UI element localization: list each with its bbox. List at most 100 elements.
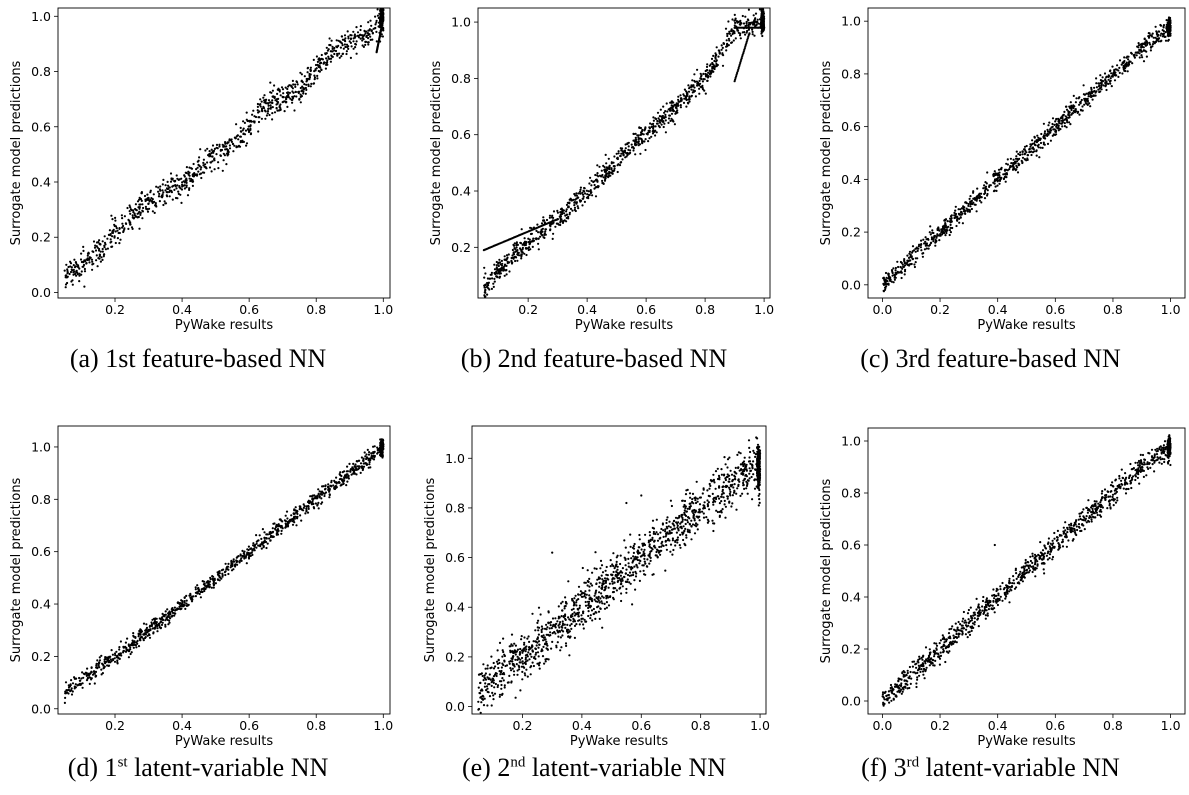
scatter-point [693, 90, 696, 93]
scatter-point [260, 100, 263, 103]
scatter-point [326, 59, 329, 62]
scatter-point [113, 652, 117, 655]
scatter-point [317, 493, 320, 496]
scatter-point [206, 161, 209, 164]
scatter-point [169, 617, 172, 620]
scatter-point [616, 170, 619, 174]
scatter-point [146, 210, 150, 213]
scatter-point [1060, 122, 1063, 125]
scatter-point [252, 544, 255, 547]
scatter-point [656, 119, 659, 123]
scatter-point [616, 164, 619, 167]
scatter-point [306, 67, 309, 70]
scatter-point [1155, 38, 1158, 41]
scatter-point [709, 75, 712, 78]
scatter-point [598, 581, 601, 584]
scatter-point [232, 560, 235, 563]
scatter-point [309, 85, 312, 88]
scatter-point [642, 569, 645, 572]
scatter-point [1122, 61, 1125, 64]
scatter-point [964, 201, 968, 204]
scatter-point [356, 465, 359, 468]
scatter-point [305, 80, 308, 83]
scatter-point [306, 71, 309, 74]
x-tick-label: 0.8 [306, 302, 326, 317]
scatter-point [345, 476, 348, 479]
scatter-point [332, 484, 335, 487]
scatter-point [1114, 68, 1117, 71]
scatter-point [241, 549, 244, 552]
scatter-point [961, 222, 964, 225]
scatter-point [1121, 72, 1124, 75]
scatter-point [111, 231, 115, 234]
scatter-point [313, 76, 317, 79]
scatter-point [281, 526, 284, 529]
scatter-point [354, 35, 357, 38]
scatter-point [329, 60, 332, 63]
scatter-point [159, 627, 162, 630]
scatter-point [118, 648, 121, 651]
plot-frame [867, 7, 1186, 299]
scatter-point [76, 684, 79, 687]
scatter-point [758, 8, 761, 11]
y-tick-label: 0.0 [31, 285, 51, 300]
scatter-point [355, 467, 358, 471]
scatter-point [1039, 141, 1043, 145]
scatter-point [751, 30, 754, 33]
scatter-point [265, 537, 268, 540]
scatter-point [263, 531, 266, 534]
scatter-point [89, 256, 92, 259]
scatter-point [720, 48, 723, 51]
scatter-point [544, 228, 548, 231]
scatter-point [304, 86, 307, 90]
scatter-point [214, 582, 217, 585]
scatter-point [683, 88, 686, 91]
scatter-point [483, 276, 486, 279]
scatter-point [715, 62, 718, 66]
scatter-point [760, 32, 763, 35]
scatter-point [998, 174, 1001, 177]
scatter-point [590, 184, 593, 187]
scatter-point [111, 245, 114, 248]
scatter-point [520, 255, 523, 258]
scatter-point [667, 117, 671, 120]
scatter-point [188, 177, 191, 180]
scatter-point [273, 522, 276, 525]
scatter-point [91, 250, 94, 253]
scatter-point [168, 190, 171, 193]
scatter-point [726, 42, 729, 45]
scatter-point [996, 184, 999, 187]
scatter-point [182, 180, 185, 183]
x-tick-label: 0.6 [1045, 302, 1065, 317]
scatter-point [96, 659, 99, 662]
scatter-point [186, 194, 190, 197]
scatter-point [165, 617, 168, 620]
x-tick-label: 1.0 [373, 718, 393, 733]
scatter-point [1036, 139, 1039, 142]
scatter-point [146, 634, 149, 637]
scatter-point [303, 83, 306, 86]
scatter-point [579, 188, 582, 191]
scatter-point [687, 102, 690, 105]
scatter-point [993, 179, 996, 182]
scatter-point [80, 252, 83, 255]
scatter-point [748, 472, 751, 475]
scatter-point [642, 133, 645, 136]
y-tick-label: 0.6 [31, 119, 51, 134]
scatter-point [338, 40, 342, 43]
scatter-point [351, 466, 354, 469]
scatter-point [173, 606, 176, 609]
scatter-point [748, 32, 751, 35]
scatter-point [579, 192, 582, 195]
scatter-point [548, 216, 551, 219]
scatter-point [182, 603, 185, 606]
scatter-point [1130, 51, 1133, 55]
scatter-point [515, 241, 518, 244]
scatter-point [1055, 117, 1058, 121]
scatter-point [995, 189, 998, 192]
x-tick-label: 0.8 [1103, 302, 1123, 317]
scatter-point [1105, 88, 1108, 92]
scatter-point [128, 204, 131, 207]
scatter-point [1023, 153, 1026, 156]
scatter-point [344, 45, 347, 49]
